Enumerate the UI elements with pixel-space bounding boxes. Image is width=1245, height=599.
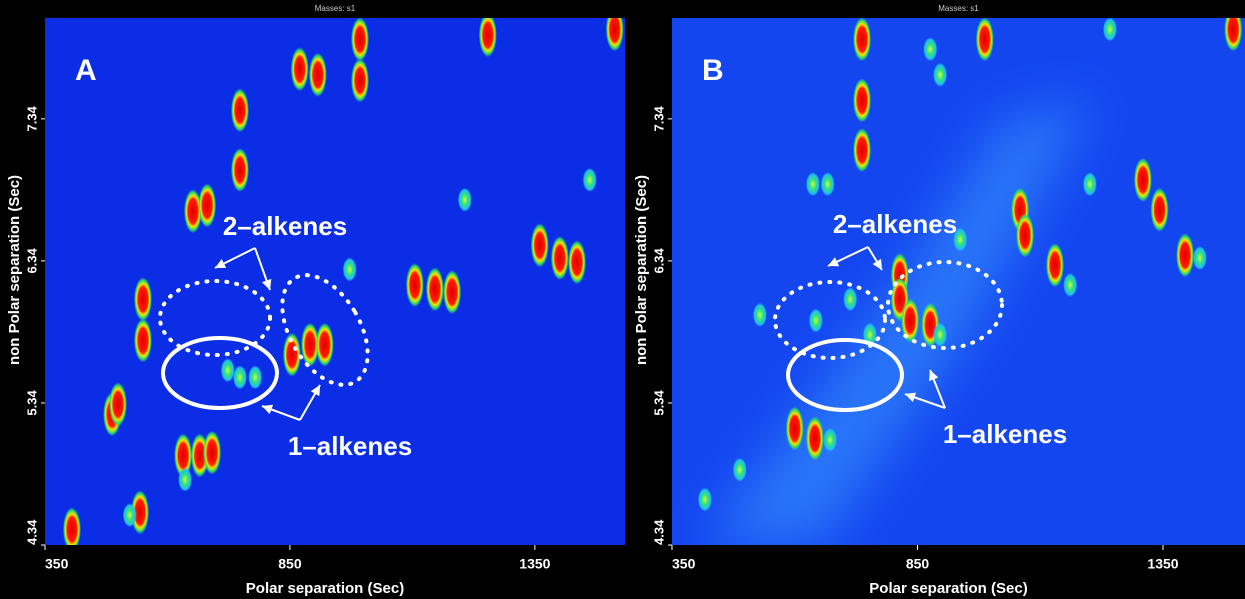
x-tick-label: 350 [45,556,69,572]
peak [231,88,249,132]
peak [1016,213,1034,257]
peak [406,263,424,307]
peak [1134,158,1152,202]
peak [606,7,624,51]
peak [458,188,472,212]
y-tick-label: 6.34 [651,247,666,273]
peak [221,358,235,382]
peak [698,488,712,512]
peak [123,503,137,527]
annotation: 2–alkenes [833,209,957,239]
annotation: 2–alkenes [223,211,347,241]
peak [753,303,767,327]
panel-title: Masses: s1 [315,4,356,13]
peak [198,184,216,228]
plot-area [672,7,1245,545]
y-tick-label: 4.34 [651,519,666,545]
peak [1224,7,1242,51]
peak [1063,273,1077,297]
peak [853,17,871,61]
peak [1083,172,1097,196]
peak [231,148,249,192]
peak [343,257,357,281]
y-tick-label: 7.34 [651,105,666,131]
page: Masses: s1 350 850 1350 4.34 5.34 6.34 7.34 Pola… [0,0,1245,599]
peak [248,365,262,389]
annotation: 1–alkenes [943,419,1067,449]
peak [351,17,369,61]
peak [809,309,823,333]
y-axis-label: non Polar separation (Sec) [6,175,23,365]
peak [786,407,804,451]
peak [551,236,569,280]
peak [63,507,81,551]
y-tick-label: 7.34 [24,105,39,131]
panel-label: A [75,54,97,87]
peak [1046,243,1064,287]
peak [479,13,497,57]
peak [853,78,871,122]
peak [291,47,309,91]
peak [316,323,334,367]
peak [203,431,221,475]
plot-background [45,18,625,545]
panel-label: B [702,54,724,87]
peak [923,37,937,61]
peak [233,365,247,389]
plot-area [45,7,625,551]
x-tick-label: 350 [672,556,696,572]
peak [933,63,947,87]
peak [821,172,835,196]
peak [843,287,857,311]
peak [583,168,597,192]
peak [976,17,994,61]
peak [531,223,549,267]
peak [1103,17,1117,41]
y-tick-label: 6.34 [24,247,39,273]
peak [109,382,127,426]
peak [806,172,820,196]
panel-title: Masses: s1 [938,4,979,13]
y-tick-label: 5.34 [24,390,39,416]
peak [134,318,152,362]
peak [806,416,824,460]
x-axis-label: Polar separation (Sec) [869,580,1027,597]
peak [1176,233,1194,277]
peak [933,323,947,347]
peak [568,240,586,284]
peak [309,53,327,97]
x-axis-label: Polar separation (Sec) [246,580,404,597]
y-tick-label: 5.34 [651,390,666,416]
x-tick-label: 1350 [519,556,550,572]
x-tick-label: 850 [278,556,302,572]
y-tick-label: 4.34 [24,519,39,545]
peak [351,59,369,103]
peak [1193,246,1207,270]
peak [178,468,192,492]
peak [134,277,152,321]
annotation: 1–alkenes [288,431,412,461]
figure: Masses: s1 350 850 1350 4.34 5.34 6.34 7.34 Pola… [0,0,1245,599]
x-tick-label: 850 [906,556,930,572]
peak [823,428,837,452]
peak [426,267,444,311]
peak [853,128,871,172]
peak [443,270,461,314]
y-axis-label: non Polar separation (Sec) [633,175,650,365]
peak [733,458,747,482]
peak [1151,188,1169,232]
x-tick-label: 1350 [1147,556,1178,572]
